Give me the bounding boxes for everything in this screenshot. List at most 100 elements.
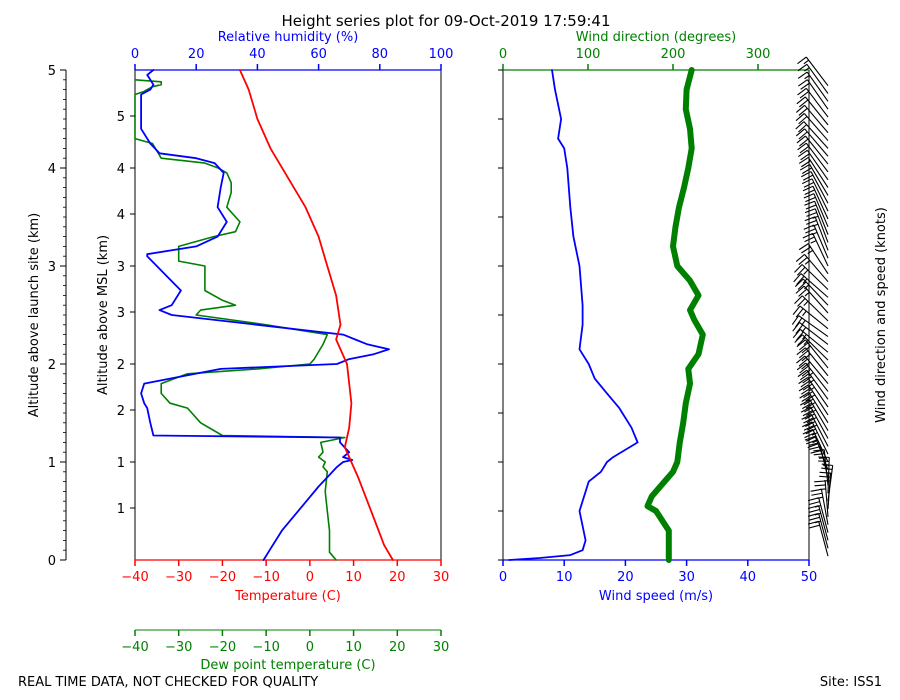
wind-barbs-axis-label: Wind direction and speed (knots) <box>874 207 889 423</box>
rh-tick-label: 80 <box>372 47 389 62</box>
msl-altitude-tick-label: 1 <box>117 502 125 517</box>
wind-barb <box>797 56 829 87</box>
outer-altitude-tick-label: 1 <box>48 456 56 471</box>
wind-barb <box>804 200 829 235</box>
wind-barbs-group <box>791 56 834 557</box>
wind-barb <box>800 399 829 431</box>
wind-barb <box>795 253 829 283</box>
wind-barb <box>814 480 829 517</box>
temperature-tick-label: 10 <box>345 570 362 585</box>
wind-barb <box>798 243 829 275</box>
wind-barb <box>801 171 829 204</box>
msl-altitude-tick-label: 4 <box>117 162 125 177</box>
dewpoint-line <box>134 79 346 561</box>
rh-axis-label: Relative humidity (%) <box>218 30 359 45</box>
dewpoint-tick-label: 20 <box>389 640 406 655</box>
wind-barb <box>797 71 829 102</box>
wind-barb <box>810 488 829 525</box>
temperature-tick-label: −20 <box>209 570 236 585</box>
wind-barb <box>798 149 829 181</box>
wind-barb <box>795 285 829 314</box>
dewpoint-tick-label: 10 <box>345 640 362 655</box>
wind-barb <box>792 305 829 330</box>
wind-barb <box>795 121 829 149</box>
wind-barb <box>802 185 829 220</box>
wind-barb <box>795 104 829 134</box>
wind-barb <box>796 362 829 392</box>
wind-barb <box>794 295 829 322</box>
wind-barb <box>801 413 829 447</box>
dewpoint-tick-label: 30 <box>433 640 450 655</box>
relative-humidity-line <box>140 69 390 561</box>
outer-altitude-tick-label: 5 <box>48 64 56 79</box>
footer-quality-note: REAL TIME DATA, NOT CHECKED FOR QUALITY <box>18 675 318 690</box>
msl-altitude-tick-label: 2 <box>117 404 125 419</box>
wind-barb <box>796 347 829 377</box>
wind-barb <box>807 497 829 533</box>
rh-tick-label: 100 <box>429 47 454 62</box>
dewpoint-tick-label: −10 <box>252 640 279 655</box>
wind-speed-tick-label: 20 <box>617 570 634 585</box>
rh-tick-label: 40 <box>249 47 266 62</box>
wind-barb <box>804 208 829 243</box>
inner-altitude-axis-label: Altitude above MSL (km) <box>96 235 111 395</box>
wind-barb <box>795 128 829 157</box>
wind-barb <box>796 339 829 369</box>
dewpoint-axis-label: Dew point temperature (C) <box>200 658 375 673</box>
thermo-series-group <box>134 69 394 561</box>
wind-barb <box>795 113 829 141</box>
temperature-tick-label: 20 <box>389 570 406 585</box>
rh-tick-label: 20 <box>188 47 205 62</box>
temperature-tick-label: 0 <box>306 570 314 585</box>
wind-barb <box>800 406 829 439</box>
wind-speed-tick-label: 0 <box>499 570 507 585</box>
wind-barb <box>799 391 829 424</box>
wind-barb <box>797 142 829 173</box>
thermo-panel: −40 −30 −20 −10 0 10 20 300 20 40 60 80 100−40 −30 −20… <box>27 30 453 673</box>
msl-altitude-tick-label: 4 <box>117 208 125 223</box>
wind-barb <box>801 178 829 212</box>
wind-barb <box>803 193 829 228</box>
dewpoint-tick-label: −40 <box>121 640 148 655</box>
wind-speed-tick-label: 10 <box>556 570 573 585</box>
wind-barb <box>801 421 829 455</box>
figure-title: Height series plot for 09-Oct-2019 17:59… <box>281 12 610 30</box>
wind-barb <box>802 232 829 267</box>
wind-barb <box>797 87 829 118</box>
msl-altitude-tick-label: 5 <box>117 110 125 125</box>
wind-barb <box>798 79 829 110</box>
wind-barb <box>794 264 829 290</box>
msl-altitude-tick-label: 3 <box>117 260 125 275</box>
wind-ticks-group: 0 10 20 30 40 50 0 100 200 300 <box>498 47 817 585</box>
wind-barb <box>799 163 829 196</box>
wind-direction-tick-label: 100 <box>576 47 601 62</box>
wind-barb <box>793 273 829 298</box>
wind-barb <box>791 315 829 338</box>
footer-site: Site: ISS1 <box>820 675 882 690</box>
wind-barb <box>804 216 829 251</box>
wind-direction-tick-label: 200 <box>661 47 686 62</box>
dewpoint-tick-label: −20 <box>209 640 236 655</box>
rh-tick-label: 60 <box>310 47 327 62</box>
temperature-axis-label: Temperature (C) <box>234 589 341 604</box>
wind-direction-line <box>644 67 706 563</box>
wind-speed-line <box>508 69 639 561</box>
msl-altitude-tick-label: 1 <box>117 456 125 471</box>
wind-speed-tick-label: 40 <box>740 570 757 585</box>
wind-barb <box>798 156 829 188</box>
wind-barb <box>792 328 829 353</box>
outer-altitude-tick-label: 4 <box>48 162 56 177</box>
wind-direction-tick-label: 300 <box>746 47 771 62</box>
dewpoint-tick-label: −30 <box>165 640 192 655</box>
wind-barb <box>794 278 829 306</box>
wind-barb <box>796 135 829 165</box>
wind-speed-tick-label: 30 <box>678 570 695 585</box>
temperature-tick-label: −40 <box>121 570 148 585</box>
wind-direction-axis-label: Wind direction (degrees) <box>576 30 736 45</box>
wind-barb <box>797 63 829 94</box>
msl-altitude-tick-label: 3 <box>117 306 125 321</box>
outer-altitude-tick-label: 3 <box>48 260 56 275</box>
wind-speed-axis-label: Wind speed (m/s) <box>599 589 713 604</box>
temperature-tick-label: −10 <box>252 570 279 585</box>
